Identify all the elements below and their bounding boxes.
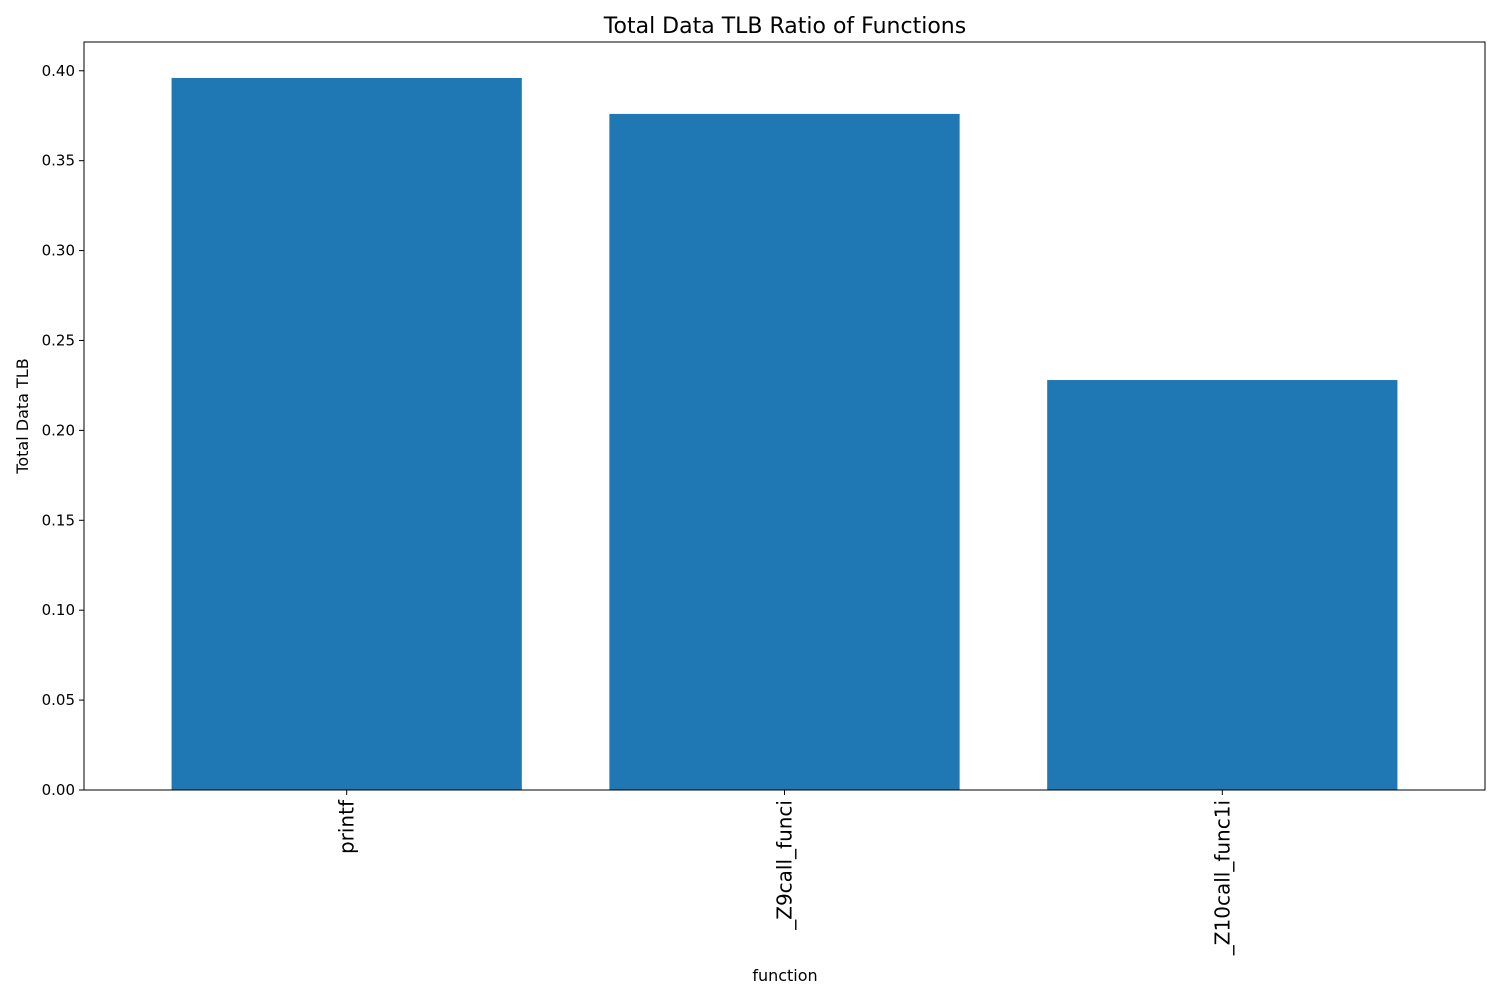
bar-_Z10call_func1i bbox=[1047, 380, 1398, 790]
x-axis-label: function bbox=[752, 966, 817, 985]
y-tick-label: 0.30 bbox=[42, 242, 75, 260]
y-tick-label: 0.40 bbox=[42, 62, 75, 80]
chart-title: Total Data TLB Ratio of Functions bbox=[603, 14, 966, 39]
y-tick-label: 0.35 bbox=[42, 152, 75, 170]
y-tick-label: 0.10 bbox=[42, 601, 75, 619]
y-tick-label: 0.25 bbox=[42, 331, 75, 349]
y-tick-label: 0.20 bbox=[42, 421, 75, 439]
y-axis: 0.00 0.05 0.10 0.15 0.20 0.25 0.30 0.35 0.40 bbox=[42, 62, 84, 799]
x-tick-label: printf bbox=[335, 799, 359, 854]
x-tick-label: _Z9call_funci bbox=[773, 800, 797, 931]
y-tick-label: 0.05 bbox=[42, 691, 75, 709]
bar-_Z9call_funci bbox=[609, 113, 960, 791]
y-tick-label: 0.15 bbox=[42, 511, 75, 529]
bars-group bbox=[171, 77, 1398, 791]
y-axis-label: Total Data TLB bbox=[13, 358, 32, 474]
bar-printf bbox=[171, 77, 522, 790]
x-axis: printf _Z9call_funci _Z10call_func1i bbox=[335, 790, 1234, 956]
x-tick-label: _Z10call_func1i bbox=[1210, 800, 1234, 956]
y-tick-label: 0.00 bbox=[42, 781, 75, 799]
